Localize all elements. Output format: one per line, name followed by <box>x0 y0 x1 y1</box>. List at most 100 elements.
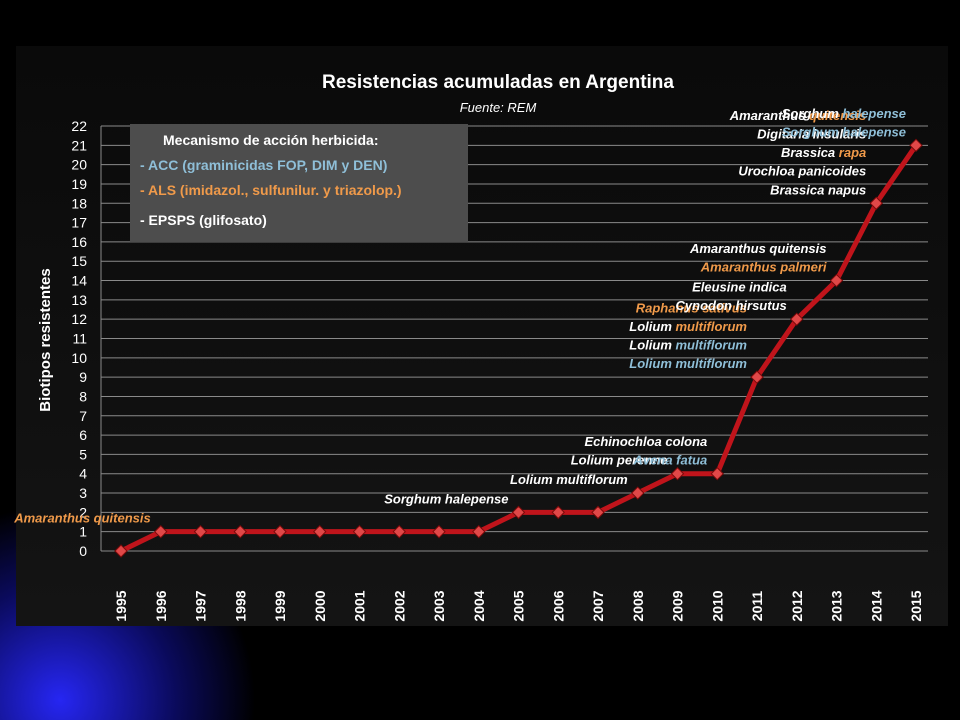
y-tick-label: 21 <box>71 137 87 153</box>
chart-subtitle: Fuente: REM <box>460 100 537 115</box>
legend-item-acc: - ACC (graminicidas FOP, DIM y DEN) <box>140 157 387 173</box>
species-annotation: Urochloa panicoides <box>738 164 866 179</box>
x-tick-label: 2000 <box>312 590 328 621</box>
y-tick-label: 12 <box>71 311 87 327</box>
data-point <box>392 524 406 539</box>
x-tick-label: 2001 <box>352 590 368 621</box>
species-annotation: Sorghum halepense <box>384 491 508 506</box>
y-tick-label: 15 <box>71 253 87 269</box>
y-tick-label: 19 <box>71 176 87 192</box>
x-tick-label: 2013 <box>829 590 845 621</box>
legend-item-epsps: - EPSPS (glifosato) <box>140 212 267 228</box>
species-annotation: Lolium multiflorum <box>510 472 628 487</box>
y-axis-label: Biotipos resistentes <box>37 268 54 411</box>
y-tick-label: 17 <box>71 215 87 231</box>
species-annotation: Amaranthus palmeri <box>700 260 827 275</box>
legend-title: Mecanismo de acción herbicida: <box>163 132 379 148</box>
x-tick-label: 2012 <box>789 590 805 621</box>
x-tick-label: 2010 <box>709 590 725 621</box>
y-tick-label: 16 <box>71 234 87 250</box>
species-annotation: Raphanus sativus <box>636 301 747 316</box>
y-tick-label: 1 <box>79 524 87 540</box>
species-annotation: Brassica napus <box>770 182 866 197</box>
x-tick-label: 1996 <box>153 590 169 621</box>
x-tick-label: 2007 <box>590 590 606 621</box>
species-annotation: Lolium perenne <box>571 453 668 468</box>
x-tick-label: 2014 <box>868 590 884 621</box>
chart-title: Resistencias acumuladas en Argentina <box>322 72 674 93</box>
y-tick-label: 3 <box>79 485 87 501</box>
species-annotation: Eleusine indica <box>692 280 787 295</box>
data-point <box>313 524 327 539</box>
x-tick-label: 1998 <box>232 590 248 621</box>
y-tick-label: 11 <box>72 331 87 347</box>
species-annotation: Avena fatua <box>633 453 708 468</box>
data-point <box>352 524 367 539</box>
species-annotation: Lolium multiflorum <box>629 319 747 334</box>
y-tick-label: 7 <box>79 408 87 424</box>
data-point <box>909 138 923 153</box>
y-tick-label: 0 <box>79 543 87 559</box>
data-point <box>193 524 208 539</box>
x-tick-label: 1997 <box>193 590 209 621</box>
species-annotation: Amaranthus quitensis <box>689 241 827 256</box>
data-point <box>233 524 247 539</box>
x-axis-ticks: 1995 1996 1997 1998 1999 2000 2001 2002 2003 2004… <box>113 590 924 621</box>
x-tick-label: 2004 <box>471 590 487 621</box>
x-tick-label: 2015 <box>908 590 924 621</box>
series-markers <box>114 138 923 558</box>
x-tick-label: 2009 <box>670 590 686 621</box>
data-point <box>273 524 287 539</box>
y-tick-label: 20 <box>71 157 87 173</box>
y-tick-label: 8 <box>79 388 87 404</box>
x-tick-label: 1995 <box>113 590 129 621</box>
y-tick-label: 5 <box>79 446 87 462</box>
data-point <box>551 505 565 520</box>
species-annotation: Amaranthus quitensis <box>13 511 151 526</box>
legend-box <box>130 124 468 242</box>
species-annotation: Sorghum halepense <box>782 124 906 139</box>
species-annotation: Sorghum halepense <box>782 106 906 121</box>
x-tick-label: 2003 <box>431 590 447 621</box>
data-point <box>511 505 526 520</box>
species-annotation: Amaranthus quitensis <box>729 108 867 123</box>
y-tick-label: 4 <box>79 466 87 482</box>
y-tick-label: 9 <box>79 369 87 385</box>
data-point <box>591 505 605 520</box>
x-tick-label: 2008 <box>630 590 646 621</box>
y-tick-label: 22 <box>71 118 87 134</box>
species-annotation: Lolium multiflorum <box>629 338 747 353</box>
y-tick-label: 14 <box>71 273 87 289</box>
data-point <box>670 467 685 481</box>
x-tick-label: 2011 <box>749 591 765 622</box>
x-tick-label: 2005 <box>511 590 527 621</box>
data-point <box>710 467 724 481</box>
legend-item-als: - ALS (imidazol., sulfunilur. y triazolo… <box>140 182 402 198</box>
species-annotation: Brassica rapa <box>781 145 866 160</box>
y-tick-label: 6 <box>79 427 87 443</box>
x-tick-label: 2002 <box>391 590 407 621</box>
data-point <box>869 196 883 210</box>
y-tick-label: 2 <box>79 504 87 520</box>
data-point <box>631 486 645 500</box>
data-point <box>114 544 128 558</box>
data-point <box>432 524 446 539</box>
species-annotation: Echinochloa colona <box>584 434 707 449</box>
data-point <box>154 524 168 539</box>
data-point <box>829 273 844 288</box>
y-tick-label: 18 <box>71 195 87 211</box>
y-tick-label: 10 <box>71 350 87 366</box>
data-point <box>790 312 804 326</box>
y-tick-label: 13 <box>71 292 87 308</box>
legend: Mecanismo de acción herbicida: - ACC (gr… <box>130 124 468 242</box>
x-tick-label: 2006 <box>550 590 566 621</box>
data-point <box>750 370 764 384</box>
x-tick-label: 1999 <box>272 590 288 621</box>
species-annotation: Digitaria insularis <box>757 127 866 142</box>
species-annotation: Lolium multiflorum <box>629 356 747 371</box>
species-annotation: Cynodon hirsutus <box>676 298 787 313</box>
gridlines <box>100 125 928 552</box>
